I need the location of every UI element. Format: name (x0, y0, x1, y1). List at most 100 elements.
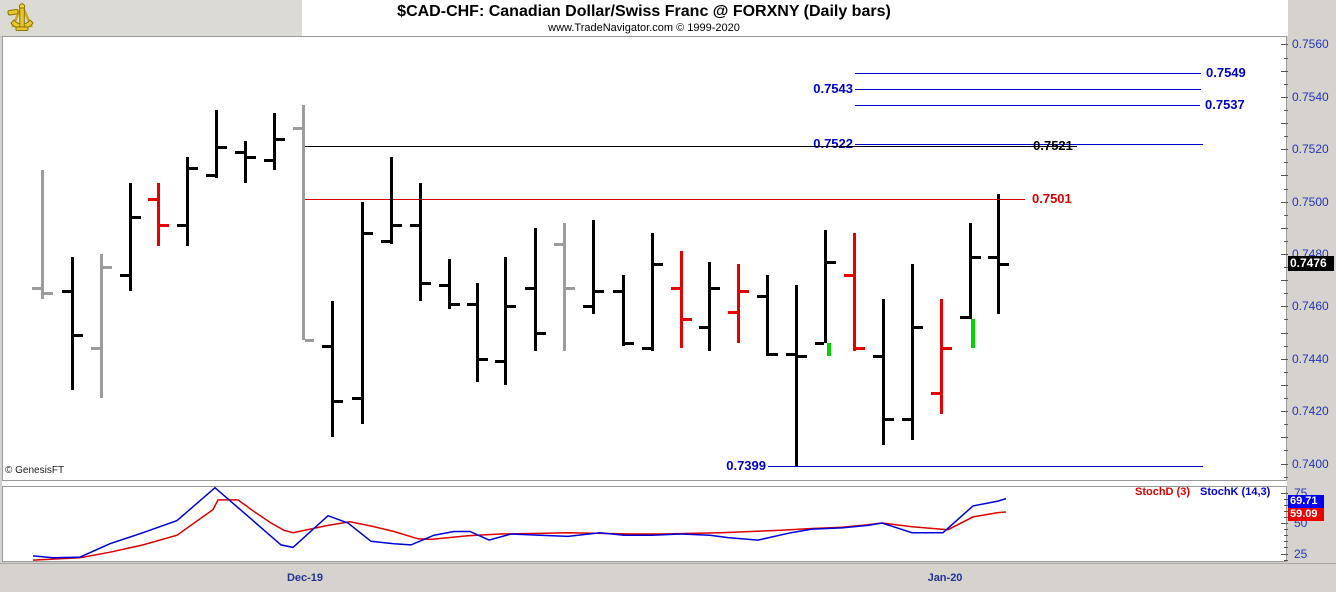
price-axis-label: 0.7440 (1292, 352, 1329, 366)
time-axis-strip (0, 563, 1336, 592)
bar-open-tick (902, 418, 911, 421)
price-level-line (303, 199, 1025, 200)
ohlc-bar (534, 228, 537, 351)
ohlc-bar (997, 194, 1000, 314)
stoch-axis-tick (1284, 535, 1288, 537)
ohlc-bar (129, 183, 132, 291)
ohlc-bar (563, 223, 566, 351)
last-price-box: 0.7476 (1288, 256, 1334, 271)
bar-open-tick (293, 127, 302, 130)
ohlc-bar (824, 230, 827, 343)
ohlc-bar (215, 110, 218, 178)
bar-close-tick (276, 138, 285, 141)
ohlc-bar (361, 202, 364, 424)
bar-close-tick (740, 290, 749, 293)
bar-close-tick (943, 347, 952, 350)
bar-open-tick (786, 353, 795, 356)
bar-close-tick (914, 326, 923, 329)
bar-open-tick (873, 355, 882, 358)
ohlc-bar (853, 233, 856, 351)
bar-open-tick (206, 174, 215, 177)
stoch-k-value-box: 69.71 (1288, 495, 1324, 508)
price-axis-tick (1284, 58, 1288, 59)
bar-close-tick (44, 292, 53, 295)
stoch-axis-tick (1284, 510, 1288, 512)
ohlc-bar (882, 299, 885, 445)
bar-close-tick (160, 224, 169, 227)
price-axis-label: 0.7500 (1292, 195, 1329, 209)
ohlc-bar (592, 220, 595, 314)
chart-subtitle: www.TradeNavigator.com © 1999-2020 (548, 22, 740, 34)
price-axis-label: 0.7400 (1292, 457, 1329, 471)
pane-separator (2, 481, 1287, 486)
bar-open-tick (844, 274, 853, 277)
price-level-label: 0.7522 (813, 136, 853, 151)
green-marker-segment (971, 319, 975, 348)
bar-open-tick (62, 290, 71, 293)
bar-close-tick (218, 146, 227, 149)
price-axis-label: 0.7460 (1292, 299, 1329, 313)
price-axis-gutter (1288, 0, 1336, 591)
price-axis-tick (1281, 149, 1288, 150)
bar-close-tick (625, 342, 634, 345)
bar-close-tick (334, 400, 343, 403)
bar-close-tick (827, 261, 836, 264)
price-axis-tick (1284, 477, 1288, 478)
bar-open-tick (264, 159, 273, 162)
ohlc-bar (419, 183, 422, 301)
price-axis-tick (1281, 464, 1288, 465)
ohlc-bar (100, 254, 103, 398)
bar-open-tick (495, 360, 504, 363)
price-axis-tick (1284, 189, 1288, 190)
bar-open-tick (120, 274, 129, 277)
bar-open-tick (642, 347, 651, 350)
stoch-axis-tick (1281, 523, 1288, 524)
price-axis-tick (1284, 267, 1288, 268)
bar-close-tick (798, 355, 807, 358)
chart-title: $CAD-CHF: Canadian Dollar/Swiss Franc @ … (397, 3, 891, 20)
price-axis-tick (1284, 136, 1288, 137)
price-axis-tick (1281, 175, 1288, 176)
bar-close-tick (537, 332, 546, 335)
stoch-axis-label: 25 (1294, 546, 1308, 561)
bar-open-tick (613, 290, 622, 293)
bar-close-tick (595, 290, 604, 293)
bar-open-tick (467, 303, 476, 306)
price-axis-label: 0.7560 (1292, 37, 1329, 51)
price-level-label: 0.7543 (813, 81, 853, 96)
price-level-label: 0.7501 (1032, 191, 1072, 206)
price-axis-tick (1281, 71, 1288, 72)
bar-open-tick (960, 316, 969, 319)
bar-open-tick (410, 224, 419, 227)
price-axis-tick (1281, 254, 1288, 255)
price-axis-tick (1281, 359, 1288, 360)
bar-open-tick (322, 345, 331, 348)
price-axis-label: 0.7520 (1292, 142, 1329, 156)
bar-open-tick (525, 287, 534, 290)
stoch-d-label: StochD (3) (1135, 486, 1190, 498)
ohlc-bar (302, 105, 305, 340)
bar-close-tick (972, 256, 981, 259)
bar-close-tick (422, 282, 431, 285)
ohlc-bar (476, 283, 479, 382)
bar-open-tick (91, 347, 100, 350)
bar-close-tick (507, 305, 516, 308)
bar-close-tick (451, 303, 460, 306)
ohlc-bar (504, 257, 507, 385)
price-axis-tick (1284, 162, 1288, 163)
bar-close-tick (566, 287, 575, 290)
bar-close-tick (683, 318, 692, 321)
price-axis-tick (1284, 424, 1288, 425)
bar-close-tick (654, 263, 663, 266)
ohlc-bar (331, 301, 334, 437)
x-axis-label: Jan-20 (927, 572, 963, 584)
price-axis-tick (1284, 110, 1288, 111)
bar-open-tick (931, 392, 940, 395)
bar-close-tick (479, 358, 488, 361)
price-axis-tick (1284, 84, 1288, 85)
bar-close-tick (856, 347, 865, 350)
toolbar (0, 0, 302, 37)
price-axis-tick (1284, 241, 1288, 242)
bar-close-tick (189, 167, 198, 170)
price-level-line (855, 73, 1201, 74)
